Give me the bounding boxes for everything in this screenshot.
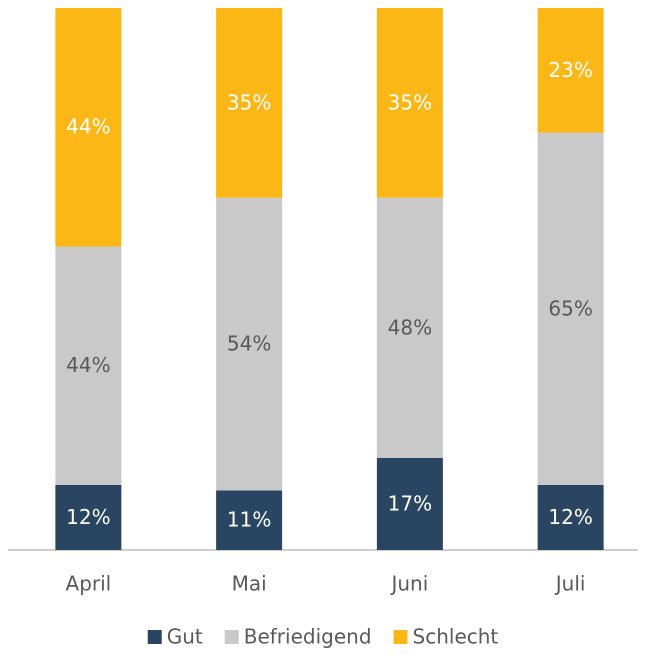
legend-label: Schlecht <box>413 625 499 649</box>
bar-segment <box>216 197 283 491</box>
data-label: 54% <box>227 332 271 356</box>
data-label: 44% <box>66 353 110 377</box>
data-label: 12% <box>548 505 592 529</box>
legend-swatch <box>147 630 162 644</box>
legend-swatch <box>224 630 239 644</box>
bar-segment <box>376 457 443 550</box>
bar-segment <box>55 8 122 247</box>
data-label: 35% <box>227 90 271 114</box>
data-label: 17% <box>388 491 432 515</box>
data-label: 12% <box>66 505 110 529</box>
bar-segment <box>537 132 604 485</box>
x-tick-label: Juli <box>554 572 586 596</box>
data-label: 23% <box>548 58 592 82</box>
bar-segment <box>216 8 283 198</box>
bar-segment <box>537 484 604 550</box>
x-tick-label: April <box>66 572 112 596</box>
bar-segment <box>55 484 122 550</box>
data-label: 44% <box>66 115 110 139</box>
data-label: 35% <box>388 90 432 114</box>
legend-swatch <box>393 630 408 644</box>
data-label: 11% <box>227 508 271 532</box>
data-label: 65% <box>548 296 592 320</box>
legend-label: Befriedigend <box>244 625 372 649</box>
bar-segment <box>376 197 443 458</box>
bar-segment <box>55 246 122 485</box>
x-tick-label: Mai <box>232 572 267 596</box>
bar-segment <box>537 8 604 133</box>
bar-segment <box>216 490 283 550</box>
legend-label: Gut <box>167 625 203 649</box>
data-label: 48% <box>388 315 432 339</box>
bar-segment <box>376 8 443 198</box>
x-tick-label: Juni <box>389 572 428 596</box>
